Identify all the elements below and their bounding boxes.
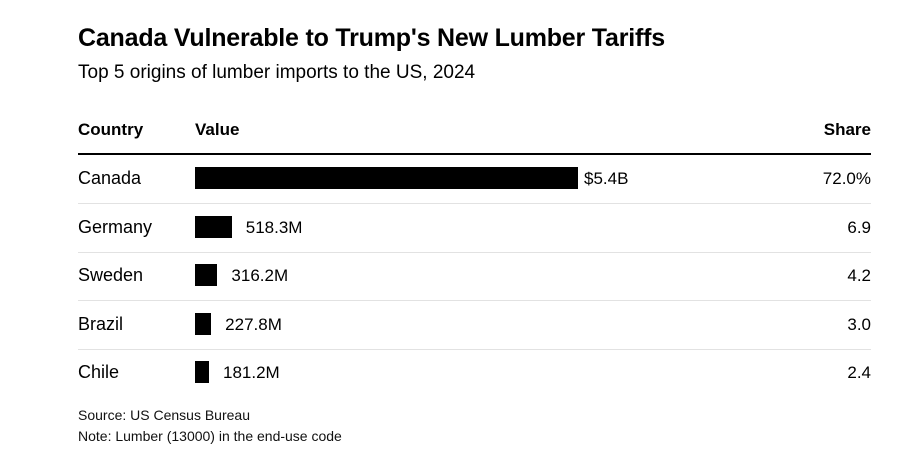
row-label: Chile [78,362,120,382]
row-separator [78,251,871,253]
bar [195,361,209,383]
row-separator [78,203,871,204]
footer-source: Source: US Census Bureau [78,407,250,423]
footer-note: Note: Lumber (13000) in the end-use code [78,428,342,444]
chart-title: Canada Vulnerable to Trump's New Lumber … [78,24,665,52]
bar [195,312,212,335]
row-label: Sweden [78,265,144,285]
bar [195,264,218,286]
share-label: 3.0 [847,314,871,334]
share-label: 72.0% [822,169,871,188]
share-label: 4.2 [847,266,871,285]
bar-value-label: 518.3M [245,217,303,237]
bar-value-label: 181.2M [223,363,280,382]
row-label: Canada [78,168,142,188]
chart-subtitle: Top 5 origins of lumber imports to the U… [78,62,476,83]
header-rule [78,153,871,155]
row-label: Brazil [78,313,124,334]
bar-value-label: 227.8M [225,314,282,334]
header-share: Share [823,120,871,139]
share-label: 2.4 [847,363,871,382]
row-separator [78,348,871,350]
header-country: Country [78,120,144,139]
row-label: Germany [78,216,153,237]
bar-value-label: $5.4B [584,169,629,188]
bar-value-label: 316.2M [231,266,289,285]
row-separator [78,300,871,301]
bar [195,167,578,189]
header-value: Value [195,120,240,139]
share-label: 6.9 [847,217,871,237]
bar [195,215,232,238]
